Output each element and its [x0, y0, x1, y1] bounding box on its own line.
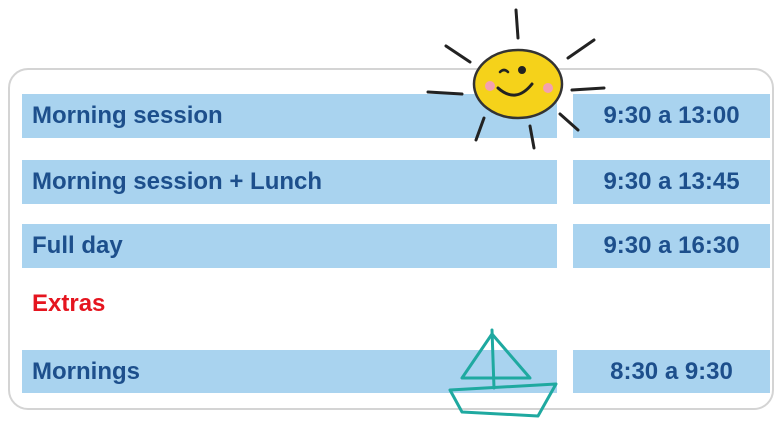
- sun: [428, 10, 604, 148]
- boat: [450, 330, 556, 416]
- schedule: Morning session 9:30 a 13:00 Morning ses…: [0, 0, 780, 423]
- decorations: [0, 0, 780, 423]
